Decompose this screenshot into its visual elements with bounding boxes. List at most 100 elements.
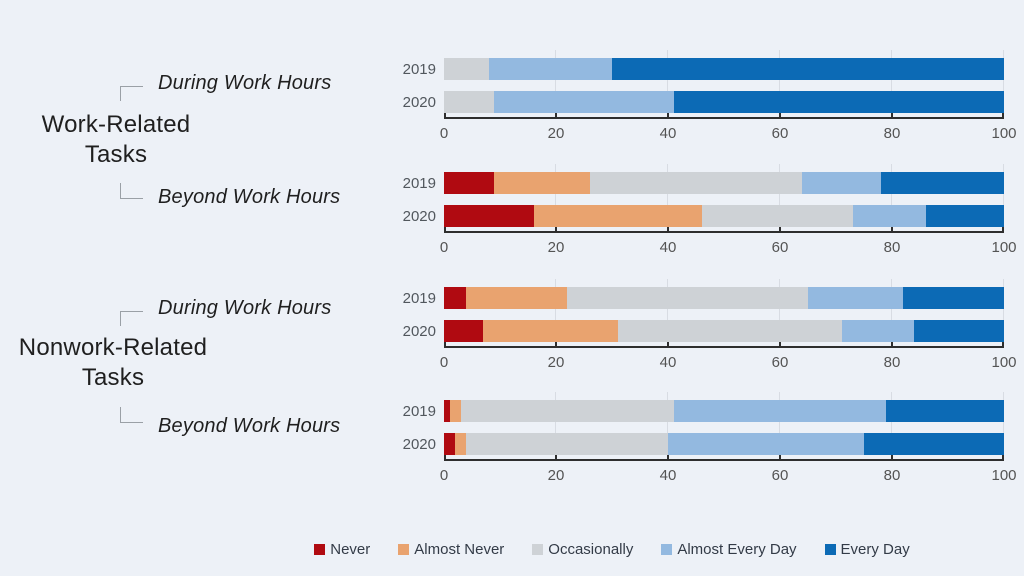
gridline: [667, 279, 668, 346]
bar-segment-never: [444, 172, 495, 194]
axis-tick-label: 0: [439, 125, 449, 142]
gridline: [779, 164, 780, 231]
axis-tick: [1002, 454, 1004, 461]
stacked-bar: [444, 58, 1004, 80]
axis-tick-label: 20: [547, 239, 565, 256]
bar-row: 2020: [384, 205, 1024, 227]
bar-segment-every-day: [673, 91, 1004, 113]
bar-segment-almost-never: [533, 205, 702, 227]
axis-tick-label: 40: [659, 467, 677, 484]
legend-item-almost-every-day: Almost Every Day: [661, 540, 797, 558]
bar-segment-every-day: [903, 287, 1004, 309]
legend-item-occasionally: Occasionally: [532, 541, 633, 558]
gridline: [555, 279, 556, 346]
group-title-line: Work-Related: [41, 111, 191, 138]
bar-segment-occasionally: [460, 400, 674, 422]
legend-item-never: Never: [314, 541, 370, 558]
axis-tick-label: 40: [659, 354, 677, 371]
axis-tick: [667, 112, 669, 119]
bar-segment-occasionally: [466, 433, 668, 455]
legend-label: Never: [330, 540, 371, 558]
axis-tick-label: 20: [547, 354, 565, 371]
bar-segment-almost-every-day: [494, 91, 674, 113]
bar-segment-never: [444, 320, 484, 342]
label-nonwork-during-work-hours: During Work Hours: [158, 297, 332, 319]
x-axis: 0 20 40 60 80 100: [440, 112, 1017, 142]
axis-tick: [444, 112, 446, 119]
axis-tick: [555, 112, 557, 119]
legend: Never Almost Never Occasionally Almost Ever…: [200, 538, 1024, 560]
group-title-line: Nonwork-Related: [18, 334, 208, 361]
axis-tick: [779, 341, 781, 348]
legend-item-every-day: Every Day: [824, 541, 910, 558]
axis-tick: [555, 341, 557, 348]
bar-segment-occasionally: [444, 91, 495, 113]
axis-tick-label: 20: [547, 125, 565, 142]
axis-tick-label: 0: [439, 467, 449, 484]
bar-segment-never: [444, 287, 467, 309]
x-axis: 0 20 40 60 80 100: [440, 226, 1017, 256]
year-label: 2020: [402, 322, 436, 340]
legend-swatch-never: [314, 543, 326, 555]
axis-tick-label: 0: [439, 239, 449, 256]
gridline: [667, 164, 668, 231]
label-work-during-work-hours: During Work Hours: [158, 72, 332, 94]
bar-segment-almost-never: [449, 400, 461, 422]
axis-tick: [667, 341, 669, 348]
stacked-bar: [444, 400, 1004, 422]
axis-tick: [779, 112, 781, 119]
gridline: [1003, 392, 1004, 459]
gridline: [779, 392, 780, 459]
bar-segment-occasionally: [701, 205, 853, 227]
bar-segment-almost-every-day: [488, 58, 612, 80]
axis-tick: [555, 454, 557, 461]
legend-label: Almost Never: [414, 540, 505, 558]
legend-label: Almost Every Day: [677, 540, 797, 558]
bar-segment-occasionally: [617, 320, 842, 342]
gridline: [667, 392, 668, 459]
legend-item-almost-never: Almost Never: [398, 541, 504, 558]
stacked-bar: [444, 172, 1004, 194]
legend-swatch-almost-every-day: [661, 543, 673, 555]
bar-segment-every-day: [925, 205, 1004, 227]
axis-tick: [444, 454, 446, 461]
stacked-bar: [444, 91, 1004, 113]
label-work-beyond-work-hours: Beyond Work Hours: [158, 186, 341, 208]
year-label: 2019: [402, 60, 436, 78]
legend-label: Occasionally: [548, 540, 634, 558]
axis-tick-label: 40: [659, 239, 677, 256]
axis-tick: [891, 454, 893, 461]
label-nonwork-beyond-work-hours: Beyond Work Hours: [158, 415, 341, 437]
gridline: [891, 392, 892, 459]
axis-tick-label: 60: [771, 125, 789, 142]
bar-segment-almost-every-day: [807, 287, 904, 309]
bracket-line: [120, 86, 143, 101]
bar-segment-almost-every-day: [673, 400, 887, 422]
bar-row: 2019: [384, 400, 1024, 422]
bar-row: 2020: [384, 320, 1024, 342]
axis-tick: [779, 454, 781, 461]
bar-segment-almost-every-day: [852, 205, 926, 227]
gridline: [555, 392, 556, 459]
bar-segment-every-day: [880, 172, 1004, 194]
axis-tick-label: 100: [991, 354, 1017, 371]
axis-tick: [667, 454, 669, 461]
stacked-bar: [444, 433, 1004, 455]
bar-segment-every-day: [914, 320, 1004, 342]
chart-work-beyond: 2019 2020 0 20 40 60 80 100: [384, 164, 1024, 264]
bar-row: 2019: [384, 287, 1024, 309]
bar-segment-almost-never: [494, 172, 590, 194]
bar-row: 2019: [384, 172, 1024, 194]
bar-segment-occasionally: [589, 172, 803, 194]
axis-tick: [891, 341, 893, 348]
chart-work-during: 2019 2020 0 20 40 60 80 100: [384, 50, 1024, 150]
bar-row: 2020: [384, 91, 1024, 113]
stacked-bar: [444, 205, 1004, 227]
legend-swatch-every-day: [824, 543, 836, 555]
bracket-line: [120, 311, 143, 326]
label-nonwork-related-tasks: Nonwork-Related Tasks: [13, 333, 213, 393]
axis-tick-label: 20: [547, 467, 565, 484]
bracket-line: [120, 407, 143, 423]
group-title-line: Tasks: [81, 364, 145, 391]
axis-tick-label: 60: [771, 239, 789, 256]
